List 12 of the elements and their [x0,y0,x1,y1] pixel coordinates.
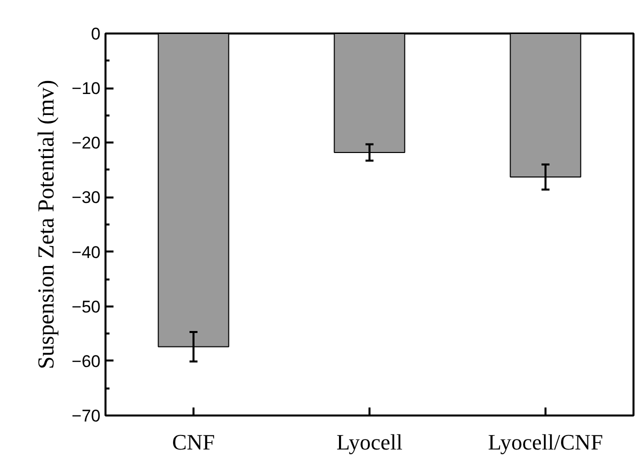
x-tick-label: Lyocell [336,430,402,454]
x-tick-label: CNF [172,430,215,454]
y-tick-label: −10 [72,79,101,98]
y-tick-label: −60 [72,352,101,371]
y-tick-label: −40 [72,242,101,262]
y-tick-label: 0 [91,24,101,44]
y-tick-label: −50 [72,297,101,316]
y-tick-label: −20 [72,134,101,153]
x-tick-label: Lyocell/CNF [488,430,603,454]
y-tick-label: −70 [72,406,101,426]
y-axis-title: Suspension Zeta Potential (mv) [34,80,59,370]
y-tick-label: −30 [72,188,101,208]
